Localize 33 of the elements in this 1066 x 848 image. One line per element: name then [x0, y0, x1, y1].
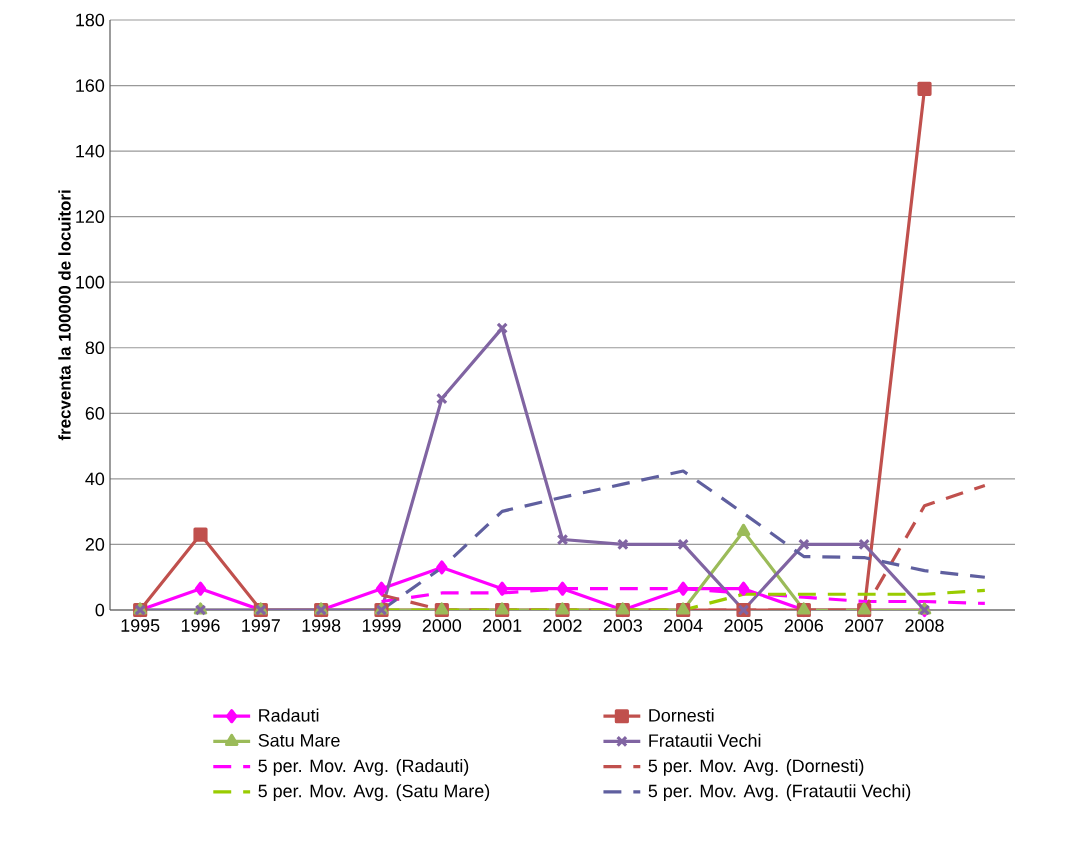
legend-label: Fratautii Vechi [649, 733, 761, 747]
x-tick-label: 2001 [483, 619, 522, 632]
x-tick-label: 2002 [543, 619, 582, 632]
y-tick-label: 60 [85, 406, 105, 420]
x-tick-label: 1999 [362, 619, 401, 632]
y-tick-label: 100 [76, 275, 105, 289]
legend-label: Satu Mare [258, 734, 340, 747]
y-tick-label: 80 [85, 341, 105, 355]
legend-label: 5 per. Mov. Avg. (Fratautii Vechi) [648, 784, 911, 801]
x-tick-label: 2005 [724, 619, 763, 632]
y-tick-label: 40 [85, 472, 105, 486]
y-tick-label: 180 [76, 13, 105, 27]
x-tick-label: 1995 [121, 619, 160, 632]
y-tick-label: 20 [85, 538, 105, 551]
x-tick-label: 2007 [845, 619, 884, 632]
x-tick-label: 1996 [181, 619, 220, 632]
x-tick-label: 2008 [905, 619, 944, 632]
y-tick-label: 0 [95, 603, 105, 617]
x-tick-label: 1997 [242, 619, 280, 632]
y-tick-label: 140 [76, 144, 105, 158]
legend-label: Radauti [259, 708, 319, 722]
x-tick-label: 2004 [664, 619, 703, 632]
x-tick-label: 2003 [603, 619, 642, 632]
x-tick-label: 1998 [302, 619, 341, 632]
legend-label: Dornesti [649, 708, 714, 722]
y-tick-label: 160 [76, 79, 105, 92]
legend-label: 5 per. Mov. Avg. (Dornesti) [648, 758, 864, 776]
x-tick-label: 2006 [784, 619, 823, 632]
legend-label: 5 per. Mov. Avg. (Satu Mare) [258, 784, 490, 801]
y-tick-label: 120 [76, 210, 105, 224]
x-tick-label: 2000 [422, 619, 462, 632]
y-axis-title: frecventa la 100000 de locuitori [58, 190, 71, 441]
legend-label: 5 per. Mov. Avg. (Radauti) [258, 758, 469, 776]
